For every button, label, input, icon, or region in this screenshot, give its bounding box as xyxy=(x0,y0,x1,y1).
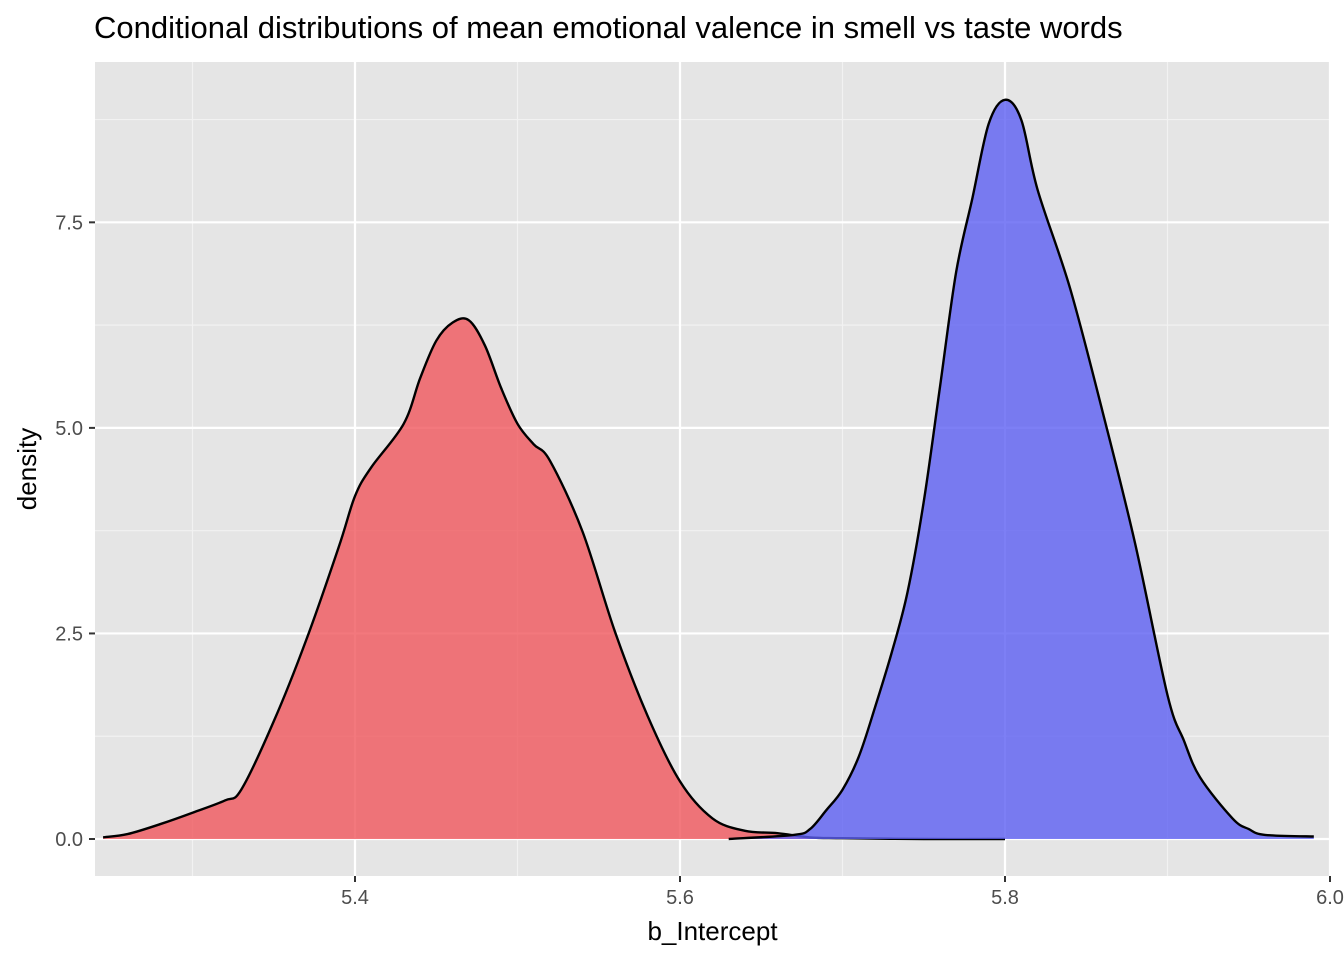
x-axis-title: b_Intercept xyxy=(647,916,778,946)
density-outline-2 xyxy=(728,98,1314,841)
density-area-1 xyxy=(103,318,1006,840)
x-tick-label: 5.4 xyxy=(341,887,369,909)
x-tick-label: 6.0 xyxy=(1316,887,1344,909)
x-tick-label: 5.8 xyxy=(991,887,1019,909)
y-tick-label: 2.5 xyxy=(55,623,83,645)
chart-title: Conditional distributions of mean emotio… xyxy=(94,10,1123,45)
x-axis: 5.4 5.6 5.8 6.0 xyxy=(341,876,1344,909)
density-area-2 xyxy=(728,99,1314,839)
density-outline-1 xyxy=(102,317,1006,841)
x-tick-label: 5.6 xyxy=(666,887,694,909)
y-tick-label: 0.0 xyxy=(55,829,83,851)
y-tick-label: 7.5 xyxy=(55,212,83,234)
y-axis: 0.0 2.5 5.0 7.5 xyxy=(55,212,95,851)
density-areas xyxy=(102,98,1314,841)
y-axis-title: density xyxy=(12,428,42,510)
y-tick-label: 5.0 xyxy=(55,418,83,440)
